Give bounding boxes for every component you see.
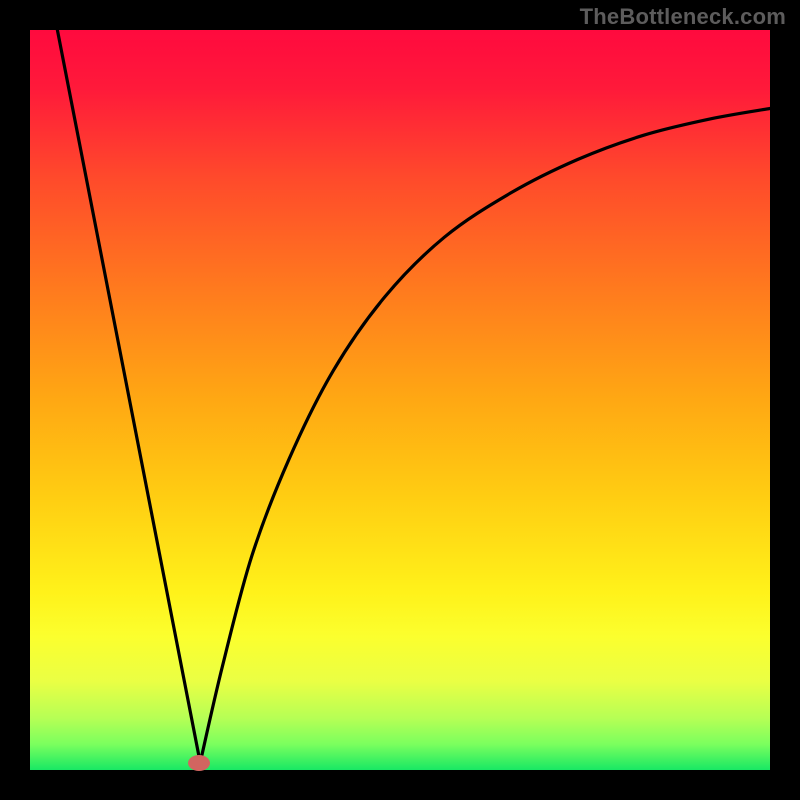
chart-frame: TheBottleneck.com	[0, 0, 800, 800]
watermark-text: TheBottleneck.com	[580, 4, 786, 30]
valley-marker	[188, 755, 210, 771]
plot-area	[30, 30, 770, 770]
plot-gradient-bg	[30, 30, 770, 770]
